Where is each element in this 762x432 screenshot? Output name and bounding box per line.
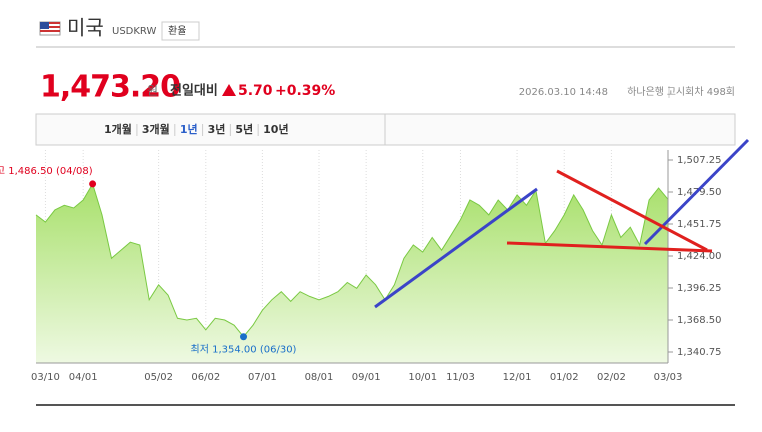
exchange-button[interactable]: 환율 — [168, 25, 186, 37]
x-tick-label: 03/10 — [31, 372, 60, 383]
y-tick-label: 1,396.25 — [677, 283, 722, 294]
trend-line — [374, 187, 538, 309]
extreme-marker — [89, 180, 97, 188]
line — [35, 182, 669, 338]
chart: 03/10 04/01 05/02 06/02 07/01 08/01 09/01 10/01… — [0, 150, 722, 383]
x-tick-label: 07/01 — [248, 372, 277, 383]
x-tick-label: 08/01 — [305, 372, 334, 383]
x-tick-label: 04/01 — [69, 372, 98, 383]
change-label: 전일대비 — [170, 83, 218, 99]
bank: 하나은행 — [627, 85, 664, 98]
x-tick-label: 01/02 — [550, 372, 579, 383]
trend-line — [506, 241, 713, 253]
x-tick-label: 10/01 — [408, 372, 437, 383]
x-tick-label: 06/02 — [191, 372, 220, 383]
annotation: 최저 1,354.00 (06/30) — [191, 344, 297, 356]
tab[interactable]: 5년 — [235, 122, 253, 136]
trend-line — [556, 169, 708, 252]
tab[interactable]: 1개월 — [104, 122, 132, 136]
up-arrow — [222, 84, 236, 96]
x-tick-label: 12/01 — [503, 372, 532, 383]
x-tick-label: 09/01 — [352, 372, 381, 383]
annotation: 최고 1,486.50 (04/08) — [0, 165, 93, 177]
datetime: 2026.03.10 14:48 — [519, 87, 608, 98]
y-tick-label: 1,340.75 — [677, 347, 722, 358]
x-tick-label: 11/03 — [446, 372, 475, 383]
y-tick-label: 1,507.25 — [677, 155, 722, 166]
price: 1,473.20 — [40, 70, 180, 105]
area — [36, 183, 668, 363]
tabs: 1개월 3개월 1년 3년 5년 10년 — [104, 122, 289, 136]
round: 고시회차 498회 — [667, 86, 735, 98]
change: 5.70 — [238, 83, 273, 99]
tab[interactable]: 3년 — [208, 122, 226, 136]
y-tick-label: 1,479.50 — [677, 187, 722, 198]
x-tick-label: 05/02 — [144, 372, 173, 383]
y-tick-label: 1,368.50 — [677, 315, 722, 326]
y-tick-label: 1,424.00 — [677, 251, 722, 262]
x-tick-label: 03/03 — [654, 372, 683, 383]
flag — [39, 21, 61, 36]
tab[interactable]: 10년 — [263, 122, 288, 136]
extreme-marker — [240, 333, 248, 341]
tab[interactable]: 3개월 — [142, 122, 170, 136]
tab[interactable]: 1년 — [180, 122, 198, 136]
price-unit: 원 — [147, 84, 158, 98]
button-frame[interactable] — [161, 21, 200, 41]
code: USDKRW — [112, 26, 156, 37]
change-percent: +0.39% — [275, 83, 335, 99]
y-tick-label: 1,451.75 — [677, 219, 722, 230]
country: 미국 — [67, 16, 104, 40]
x-tick-label: 02/02 — [597, 372, 626, 383]
